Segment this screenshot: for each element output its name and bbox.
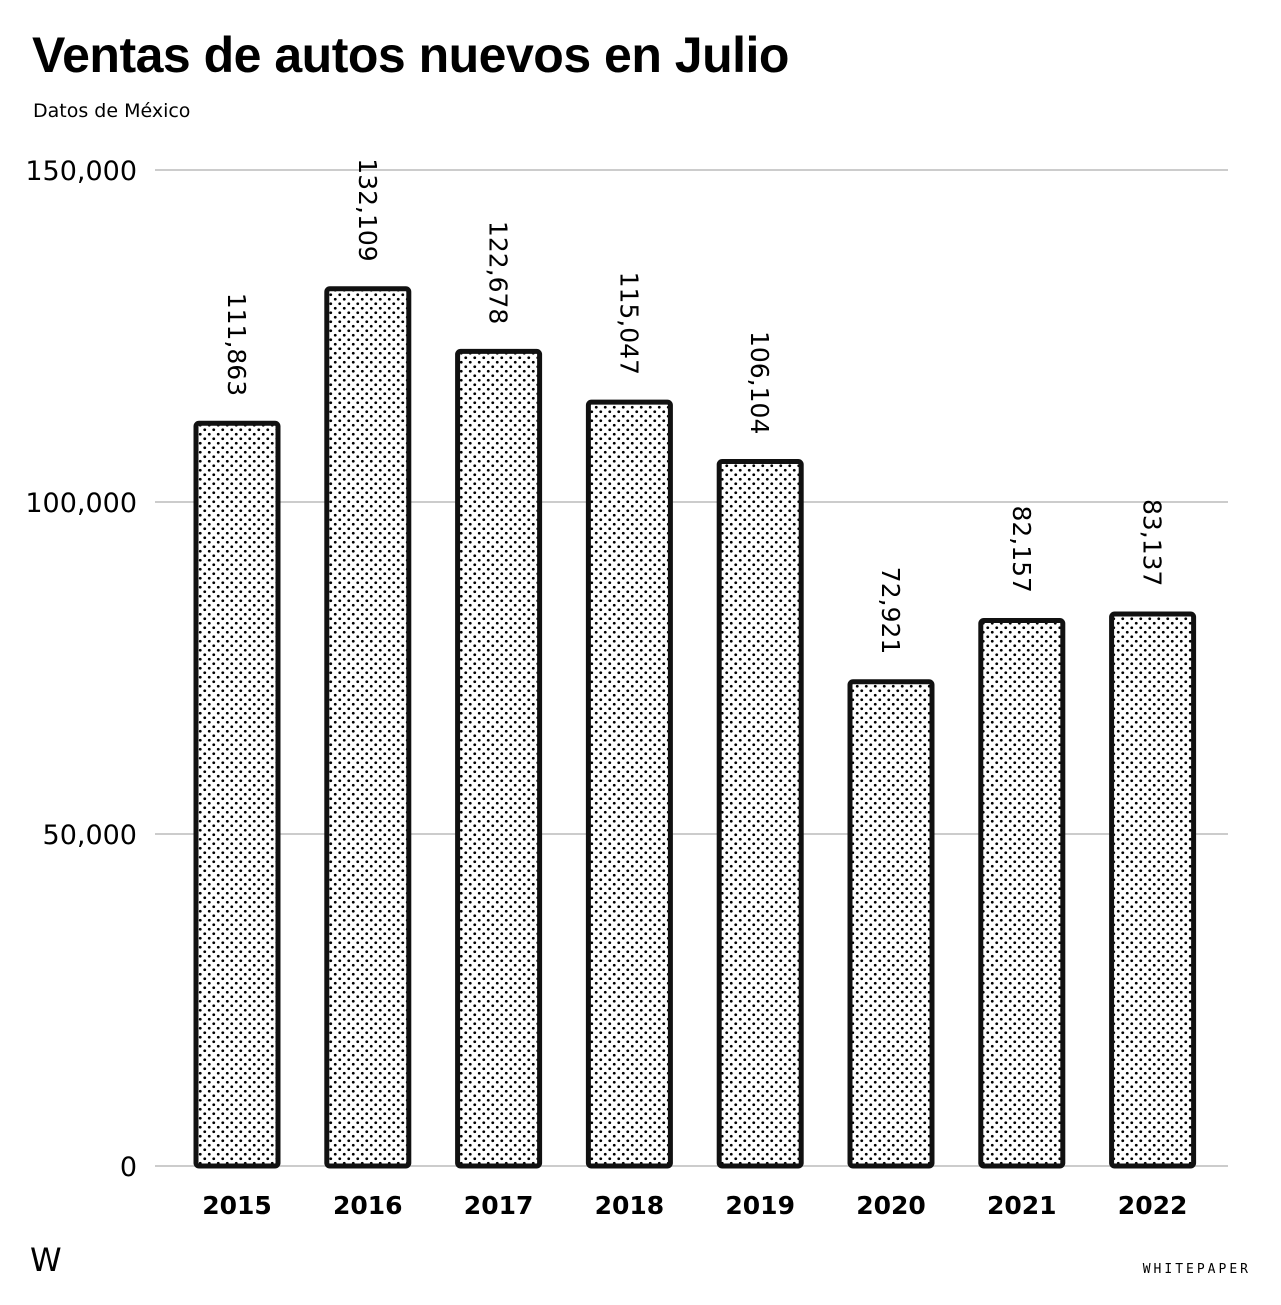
- x-tick-label: 2019: [725, 1191, 795, 1220]
- value-label-2019: 106,104: [745, 331, 774, 434]
- whitepaper-logo: W: [30, 1241, 62, 1279]
- y-tick-label: 100,000: [25, 488, 137, 519]
- value-label-2022: 83,137: [1138, 499, 1167, 586]
- value-label-2021: 82,157: [1007, 505, 1036, 592]
- x-tick-label: 2018: [595, 1191, 665, 1220]
- bar-2017: [455, 348, 543, 1169]
- bar-2019: [716, 458, 804, 1169]
- chart-title: Ventas de autos nuevos en Julio: [32, 27, 789, 83]
- value-label-2015: 111,863: [222, 293, 251, 396]
- x-tick-label: 2020: [856, 1191, 926, 1220]
- bar-2015: [193, 420, 281, 1169]
- bar-2021: [978, 617, 1066, 1169]
- x-tick-label: 2017: [464, 1191, 534, 1220]
- x-tick-label: 2022: [1118, 1191, 1188, 1220]
- value-label-2017: 122,678: [484, 221, 513, 324]
- y-tick-label: 150,000: [25, 156, 137, 187]
- x-tick-label: 2015: [202, 1191, 272, 1220]
- bar-2020: [847, 679, 935, 1169]
- bars: [193, 286, 1197, 1169]
- y-axis-tick-labels: 0 50,000 100,000 150,000: [25, 156, 137, 1183]
- value-label-2016: 132,109: [353, 158, 382, 261]
- y-tick-label: 50,000: [43, 820, 137, 851]
- bar-2018: [585, 399, 673, 1169]
- x-tick-label: 2016: [333, 1191, 403, 1220]
- x-tick-label: 2021: [987, 1191, 1057, 1220]
- value-label-2020: 72,921: [876, 567, 905, 654]
- bar-2022: [1109, 611, 1197, 1169]
- value-labels: 111,863 132,109 122,678 115,047 106,104 72,92…: [222, 158, 1167, 654]
- y-tick-label: 0: [120, 1152, 137, 1183]
- bar-2016: [324, 286, 412, 1169]
- x-axis-tick-labels: 2015 2016 2017 2018 2019 2020 2021 2022: [202, 1191, 1187, 1220]
- gridlines: [155, 169, 1228, 1167]
- value-label-2018: 115,047: [614, 272, 643, 375]
- brand-wordmark: WHITEPAPER: [1142, 1262, 1251, 1277]
- chart-subtitle: Datos de México: [33, 100, 191, 122]
